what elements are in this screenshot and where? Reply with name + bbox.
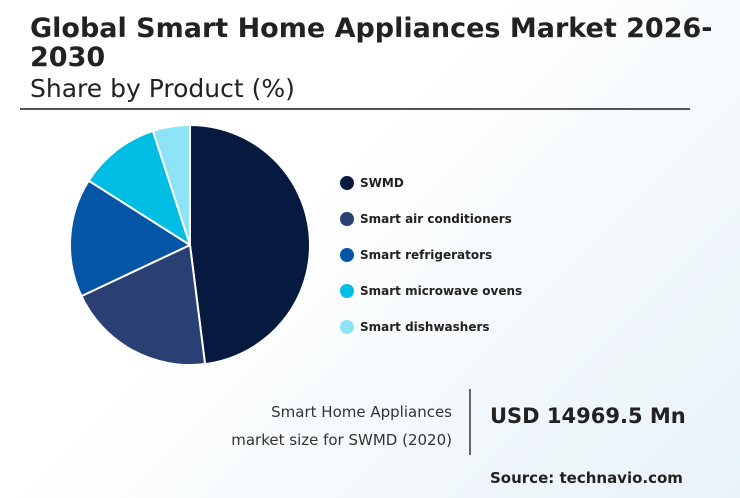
legend-item: Smart dishwashers <box>340 314 490 340</box>
legend-item: Smart air conditioners <box>340 206 512 232</box>
pie-chart <box>69 124 311 366</box>
pie-slice-swmd <box>189 124 311 366</box>
market-size-label-line2: market size for SWMD (2020) <box>231 431 452 449</box>
pie-slice-smart-refrigerators <box>69 179 191 298</box>
legend-swatch-icon <box>340 284 354 298</box>
legend-swatch-icon <box>340 320 354 334</box>
pie-slice-smart-air-conditioners <box>80 244 207 366</box>
chart-subtitle: Share by Product (%) <box>30 74 295 103</box>
chart-title: Global Smart Home Appliances Market 2026… <box>30 13 713 73</box>
market-size-value: USD 14969.5 Mn <box>490 404 686 428</box>
market-size-label-line1: Smart Home Appliances <box>271 403 452 421</box>
legend-label: Smart microwave ovens <box>360 284 523 298</box>
market-size-label: Smart Home Appliances market size for SW… <box>190 398 452 454</box>
legend-swatch-icon <box>340 176 354 190</box>
legend-item: Smart microwave ovens <box>340 278 522 304</box>
pie-slice-smart-microwave-ovens <box>87 129 191 246</box>
legend-label: Smart air conditioners <box>360 212 512 226</box>
legend-label: SWMD <box>360 176 404 190</box>
legend-item: SWMD <box>340 170 404 196</box>
pie-slice-smart-dishwashers <box>151 124 191 246</box>
legend-item: Smart refrigerators <box>340 242 492 268</box>
legend-swatch-icon <box>340 212 354 226</box>
title-divider <box>20 108 690 110</box>
source-credit: Source: technavio.com <box>490 469 683 487</box>
legend-label: Smart dishwashers <box>360 320 490 334</box>
legend-swatch-icon <box>340 248 354 262</box>
legend-label: Smart refrigerators <box>360 248 493 262</box>
stat-divider <box>469 389 471 455</box>
chart-legend: SWMD Smart air conditioners Smart refriger… <box>340 170 720 350</box>
